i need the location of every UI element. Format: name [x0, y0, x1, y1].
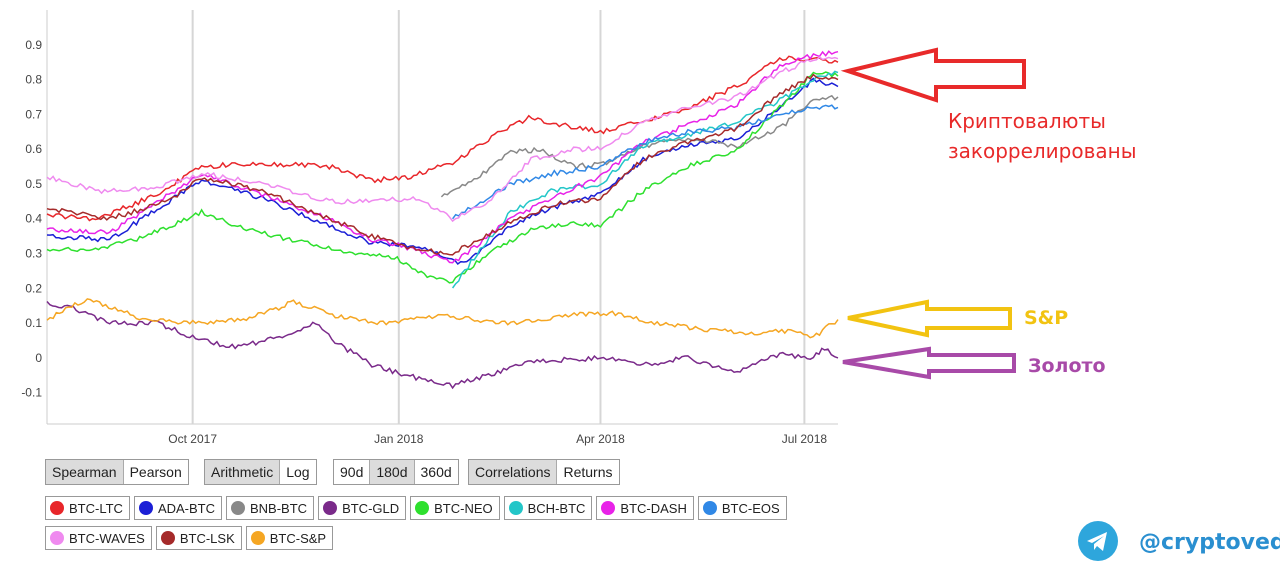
window-toggle: 90d 180d 360d: [333, 459, 459, 485]
gold-arrow: [842, 346, 1016, 380]
series-lines: [46, 50, 839, 390]
crypto-annotation: Криптовалюты закоррелированы: [948, 106, 1137, 166]
channel-handle: @cryptoved: [1139, 530, 1280, 555]
y-tick-label: 0.9: [25, 38, 42, 52]
legend-item-btc-eos[interactable]: BTC-EOS: [697, 496, 787, 520]
legend-swatch: [138, 501, 153, 515]
sp-arrow: [847, 299, 1012, 338]
legend-swatch: [231, 501, 245, 515]
legend-item-btc-neo[interactable]: BTC-NEO: [410, 496, 500, 520]
legend-label: BTC-EOS: [721, 500, 780, 516]
legend-swatch: [160, 531, 175, 545]
sp-annotation: S&P: [1024, 307, 1069, 329]
legend-swatch: [323, 501, 338, 515]
legend-swatch: [50, 501, 64, 515]
legend-item-btc-waves[interactable]: BTC-WAVES: [45, 526, 152, 550]
legend-label: BTC-GLD: [342, 500, 400, 516]
legend-label: ADA-BTC: [157, 500, 215, 516]
legend-label: BNB-BTC: [250, 500, 308, 516]
crypto-arrow: [840, 47, 1026, 103]
log-button[interactable]: Log: [280, 460, 316, 484]
y-tick-label: 0.4: [25, 212, 42, 226]
y-tick-label: 0: [35, 351, 42, 365]
series-line-btc-ltc: [46, 55, 839, 222]
y-tick-label: 0.8: [25, 73, 42, 87]
legend-swatch: [702, 501, 717, 515]
spearman-button[interactable]: Spearman: [46, 460, 124, 484]
legend-item-bnb-btc[interactable]: BNB-BTC: [226, 496, 315, 520]
crypto-annotation-line1: Криптовалюты: [948, 109, 1106, 133]
legend-label: BTC-S&P: [269, 530, 327, 546]
x-tick-label: Jul 2018: [782, 432, 828, 446]
legend-row-2: BTC-WAVES BTC-LSK BTC-S&P: [45, 526, 334, 550]
returns-button[interactable]: Returns: [557, 460, 619, 484]
gridlines: [191, 10, 806, 424]
y-tick-label: 0.1: [25, 316, 42, 330]
legend-item-btc-ltc[interactable]: BTC-LTC: [45, 496, 130, 520]
legend-item-btc-gld[interactable]: BTC-GLD: [318, 496, 407, 520]
method-toggle: Spearman Pearson: [45, 459, 189, 485]
telegram-icon: [1078, 521, 1118, 561]
legend-swatch: [415, 501, 430, 515]
y-tick-label: 0.5: [25, 177, 42, 191]
legend-label: BTC-NEO: [434, 500, 493, 516]
view-toggle: Correlations Returns: [468, 459, 620, 485]
series-line-btc-dash: [46, 50, 839, 264]
arithmetic-button[interactable]: Arithmetic: [205, 460, 281, 484]
x-tick-label: Apr 2018: [576, 432, 625, 446]
legend-swatch: [601, 501, 616, 515]
legend-item-ada-btc[interactable]: ADA-BTC: [133, 496, 222, 520]
x-axis-ticks: Oct 2017 Jan 2018 Apr 2018 Jul 2018: [168, 432, 827, 446]
series-line-btc-waves: [46, 56, 839, 223]
legend-row-1: BTC-LTC ADA-BTC BNB-BTC BTC-GLD BTC-NEO BCH-B…: [45, 496, 787, 520]
legend-label: BTC-WAVES: [69, 530, 145, 546]
crypto-annotation-line2: закоррелированы: [948, 139, 1137, 163]
window-360d-button[interactable]: 360d: [414, 460, 458, 484]
legend-label: BCH-BTC: [527, 500, 586, 516]
y-axis-ticks: 0.9 0.8 0.7 0.6 0.5 0.4 0.3 0.2 0.1 0 -0.1: [21, 38, 42, 400]
x-tick-label: Jan 2018: [374, 432, 424, 446]
series-line-bch-btc: [451, 70, 839, 289]
series-line-btc-neo: [46, 71, 839, 284]
series-line-btc-lsk: [46, 73, 839, 256]
legend-swatch: [508, 501, 523, 515]
series-line-btc-gld: [46, 300, 839, 390]
legend-swatch: [250, 531, 265, 545]
window-90d-button[interactable]: 90d: [334, 460, 371, 484]
correlations-button[interactable]: Correlations: [469, 460, 558, 484]
legend-swatch: [50, 531, 64, 545]
legend-label: BTC-LSK: [179, 530, 235, 546]
y-tick-label: -0.1: [21, 386, 42, 400]
y-tick-label: 0.2: [25, 281, 42, 295]
series-line-btc-s-p: [46, 298, 839, 339]
x-tick-label: Oct 2017: [168, 432, 217, 446]
legend-label: BTC-LTC: [69, 500, 123, 516]
y-tick-label: 0.3: [25, 247, 42, 261]
legend-item-bch-btc[interactable]: BCH-BTC: [503, 496, 593, 520]
window-180d-button[interactable]: 180d: [370, 460, 415, 484]
scale-toggle: Arithmetic Log: [204, 459, 317, 485]
legend-item-btc-dash[interactable]: BTC-DASH: [596, 496, 694, 520]
pearson-button[interactable]: Pearson: [123, 460, 188, 484]
gold-annotation: Золото: [1028, 355, 1106, 377]
legend-item-btc-lsk[interactable]: BTC-LSK: [155, 526, 242, 550]
series-line-ada-btc: [46, 77, 839, 266]
y-tick-label: 0.6: [25, 142, 42, 156]
series-line-btc-eos: [452, 104, 839, 220]
legend-item-btc-s-p[interactable]: BTC-S&P: [245, 526, 334, 550]
legend-label: BTC-DASH: [620, 500, 687, 516]
y-tick-label: 0.7: [25, 107, 42, 121]
